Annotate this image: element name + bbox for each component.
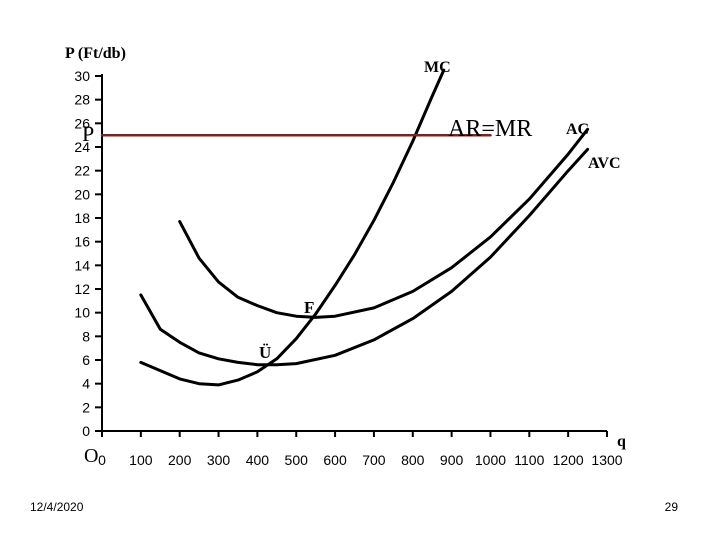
y-tick-label: 10: [74, 305, 90, 321]
slide-date: 12/4/2020: [30, 500, 84, 514]
y-tick-label: 22: [74, 163, 90, 179]
x-tick-label: 600: [323, 452, 347, 468]
y-tick-label: 28: [74, 92, 90, 108]
y-tick-label: 20: [74, 186, 90, 202]
y-tick-label: 8: [82, 328, 90, 344]
price-label: P: [82, 121, 94, 146]
x-tick-label: 500: [285, 452, 309, 468]
y-tick-label: 12: [74, 281, 90, 297]
x-tick-label: 100: [129, 452, 153, 468]
x-tick-label: 1200: [553, 452, 584, 468]
y-tick-label: 18: [74, 210, 90, 226]
series-line-avc: [139, 147, 590, 367]
x-tick-label: 200: [168, 452, 192, 468]
y-tick-label: 24: [74, 139, 90, 155]
y-tick-label: 2: [82, 399, 90, 415]
x-tick-label: 300: [207, 452, 231, 468]
x-tick-label: 400: [246, 452, 270, 468]
x-tick-label: 1100: [514, 452, 544, 468]
x-tick-label: 1300: [591, 452, 622, 468]
x-tick-label: 700: [362, 452, 386, 468]
label-layer: P (Ft/db) q O P MC AR=MR AC AVC F Ü: [65, 45, 626, 467]
y-tick-label: 4: [82, 376, 90, 392]
series-label-mc: MC: [424, 59, 451, 76]
x-tick-label: 1000: [475, 452, 506, 468]
x-axis-ticks: 0 100 200 300 400 500 600 700 800 900 1000 1100 1200…: [98, 431, 623, 468]
series-label-ac: AC: [566, 121, 589, 138]
x-tick-label: 0: [98, 452, 106, 468]
x-tick-label: 900: [440, 452, 464, 468]
y-tick-label: 0: [82, 423, 90, 439]
point-label-u: Ü: [259, 343, 271, 362]
x-axis-label: q: [617, 433, 626, 450]
y-axis-label: P (Ft/db): [65, 45, 126, 62]
series-line-mc: [139, 68, 446, 387]
y-tick-label: 30: [74, 68, 90, 84]
y-tick-label: 26: [74, 115, 90, 131]
origin-label: O: [84, 445, 98, 467]
point-label-f: F: [304, 298, 314, 317]
series-label-ar-mr: AR=MR: [448, 116, 532, 142]
page-number: 29: [664, 500, 678, 514]
y-tick-label: 14: [74, 257, 90, 273]
series-layer: [100, 68, 590, 387]
x-tick-label: 800: [401, 452, 425, 468]
series-line-ac: [178, 127, 590, 319]
series-label-avc: AVC: [588, 155, 621, 172]
y-tick-label: 16: [74, 234, 90, 250]
y-tick-label: 6: [82, 352, 90, 368]
